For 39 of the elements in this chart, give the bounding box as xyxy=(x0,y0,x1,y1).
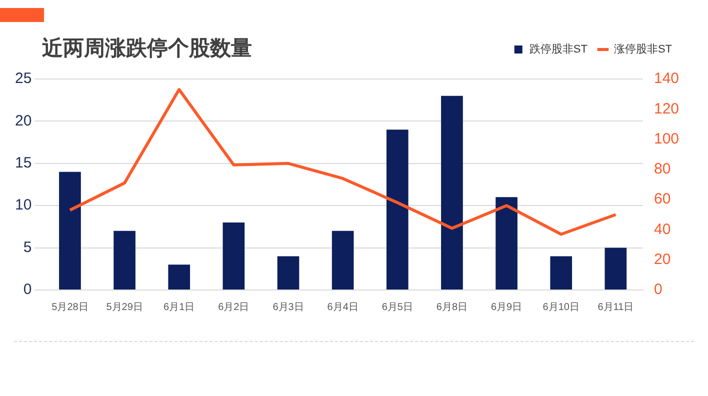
y-tick-label: 25 xyxy=(14,70,32,88)
bar xyxy=(332,230,354,290)
x-tick-label: 6月10日 xyxy=(542,302,580,313)
y-tick-label: 10 xyxy=(14,196,32,214)
x-tick-label: 6月4日 xyxy=(327,302,358,313)
x-tick-label: 5月28日 xyxy=(52,302,88,313)
y2-tick-label: 0 xyxy=(654,281,662,298)
x-tick-label: 6月5日 xyxy=(382,302,413,313)
bar xyxy=(168,264,190,290)
bar xyxy=(114,230,136,290)
legend-label: 跌停股非ST xyxy=(529,42,588,56)
y-tick-label: 20 xyxy=(14,112,32,130)
x-tick-label: 5月29日 xyxy=(106,302,143,313)
y2-tick-label: 120 xyxy=(654,100,680,118)
bar xyxy=(59,172,81,290)
bar xyxy=(550,256,572,290)
y-tick-label: 15 xyxy=(14,154,32,172)
chart-title: 近两周涨跌停个股数量 xyxy=(42,36,252,62)
y2-tick-label: 100 xyxy=(654,130,680,148)
y-tick-label: 5 xyxy=(23,238,32,256)
x-tick-label: 6月2日 xyxy=(218,302,250,313)
legend-label: 涨停股非ST xyxy=(614,42,672,56)
bar xyxy=(222,222,245,290)
bar xyxy=(441,96,463,290)
y2-tick-label: 60 xyxy=(654,190,671,208)
bar xyxy=(496,197,518,290)
bar xyxy=(604,248,627,290)
bar xyxy=(386,130,408,290)
x-tick-label: 6月9日 xyxy=(490,302,522,313)
y2-tick-label: 20 xyxy=(654,251,671,268)
y2-tick-label: 140 xyxy=(654,70,680,88)
x-tick-label: 6月8日 xyxy=(436,302,468,313)
bar xyxy=(277,256,300,290)
x-tick-label: 6月1日 xyxy=(164,302,195,313)
x-tick-label: 6月11日 xyxy=(598,302,634,313)
y2-tick-label: 40 xyxy=(654,220,671,238)
y2-tick-label: 80 xyxy=(654,160,671,178)
y-tick-label: 0 xyxy=(23,281,32,298)
x-tick-label: 6月3日 xyxy=(272,302,304,313)
